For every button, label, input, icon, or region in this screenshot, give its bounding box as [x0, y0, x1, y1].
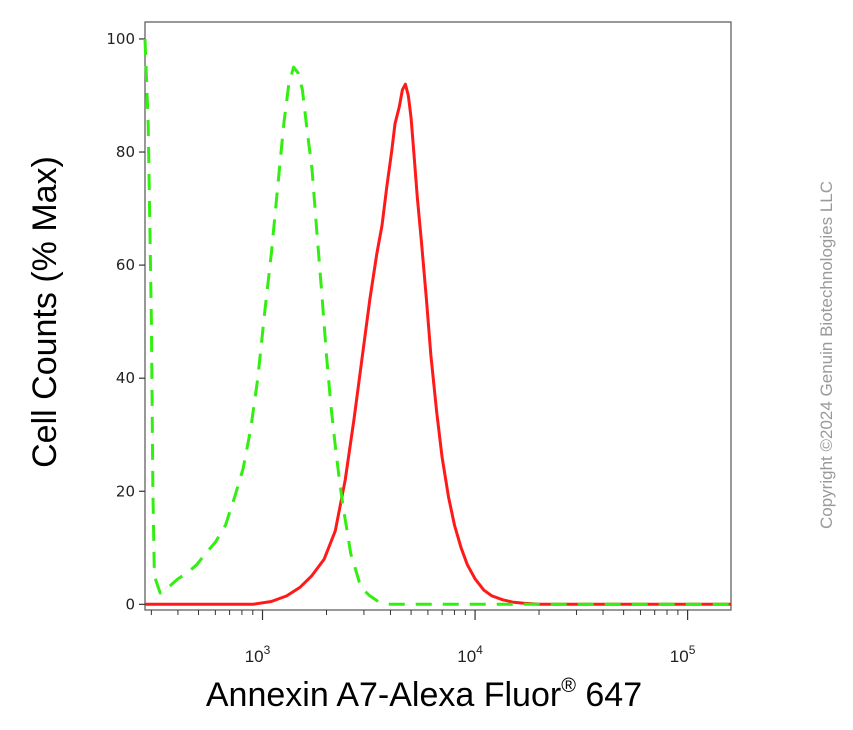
- x-minor-ticks: [150, 610, 679, 615]
- x-axis-title-registered-mark: ®: [561, 675, 576, 697]
- plot-frame: [144, 21, 732, 611]
- y-tick-label: 80: [116, 143, 135, 161]
- y-tick-label: 20: [116, 482, 135, 500]
- x-axis-title-suffix: 647: [576, 676, 642, 714]
- x-tick-label: 103: [245, 643, 271, 666]
- y-tick-label: 100: [106, 30, 135, 48]
- copyright-watermark: Copyright ©2024 Genuin Biotechnologies L…: [817, 181, 836, 529]
- y-tick-label: 0: [125, 595, 135, 613]
- y-tick-label: 40: [116, 369, 135, 387]
- data-series: [143, 38, 731, 606]
- x-axis-title: Annexin A7-Alexa Fluor® 647: [206, 675, 642, 714]
- y-axis-ticks: 0 20 40 60 80 100: [106, 30, 145, 613]
- x-tick-label: 104: [457, 643, 483, 666]
- series-line-dashed-control: [143, 38, 731, 606]
- x-tick-label: 105: [670, 643, 696, 666]
- series-line-solid-sample: [145, 82, 731, 606]
- x-axis-ticks: 103 104 105: [245, 610, 696, 666]
- y-axis-title: Cell Counts (% Max): [26, 156, 64, 468]
- x-axis-title-main: Annexin A7-Alexa Fluor: [206, 676, 561, 714]
- y-tick-label: 60: [116, 256, 135, 274]
